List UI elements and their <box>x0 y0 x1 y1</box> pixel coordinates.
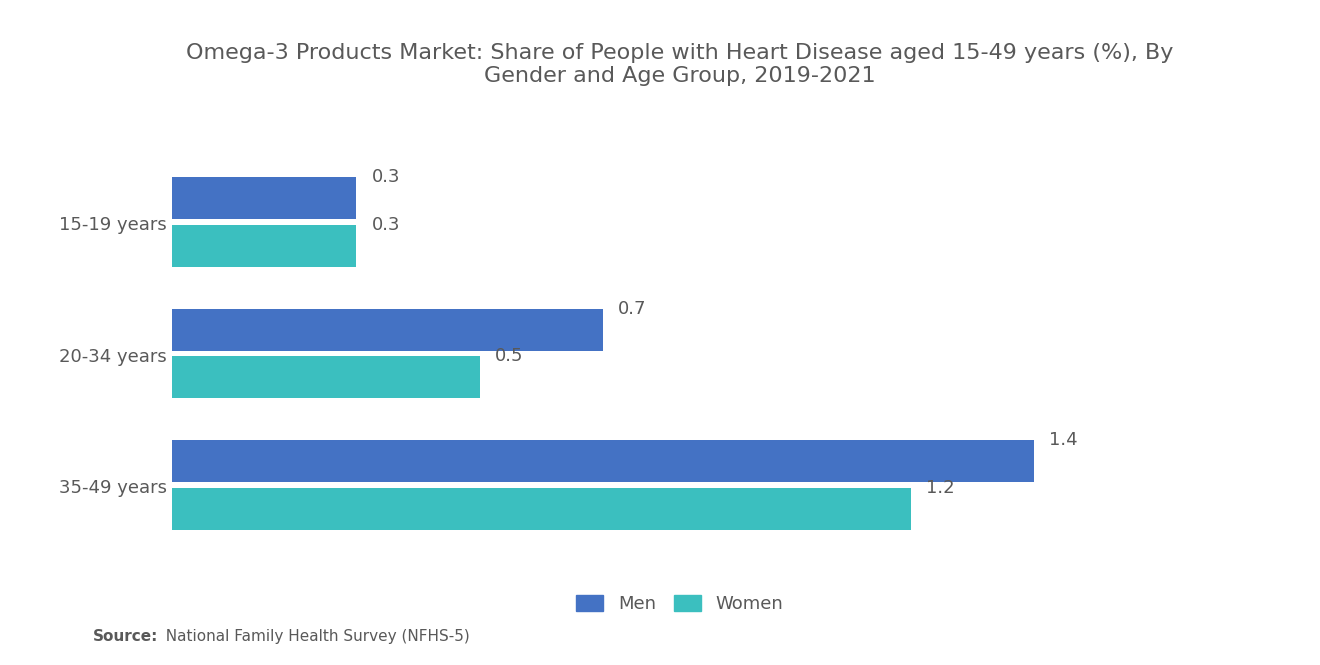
Bar <box>172 487 911 529</box>
Text: 0.3: 0.3 <box>372 168 400 186</box>
Text: 1.4: 1.4 <box>1049 432 1078 450</box>
Title: Omega-3 Products Market: Share of People with Heart Disease aged 15-49 years (%): Omega-3 Products Market: Share of People… <box>186 43 1173 86</box>
Text: 0.3: 0.3 <box>372 215 400 233</box>
Text: 0.5: 0.5 <box>495 347 524 365</box>
Bar <box>172 178 356 219</box>
Text: 0.7: 0.7 <box>618 300 647 318</box>
Bar <box>172 225 356 267</box>
Bar <box>172 309 603 351</box>
Bar <box>172 440 1034 482</box>
Text: National Family Health Survey (NFHS-5): National Family Health Survey (NFHS-5) <box>156 628 470 644</box>
Legend: Men, Women: Men, Women <box>569 587 791 620</box>
Text: Source:: Source: <box>92 628 158 644</box>
Text: 1.2: 1.2 <box>927 479 954 497</box>
Bar <box>172 356 479 398</box>
